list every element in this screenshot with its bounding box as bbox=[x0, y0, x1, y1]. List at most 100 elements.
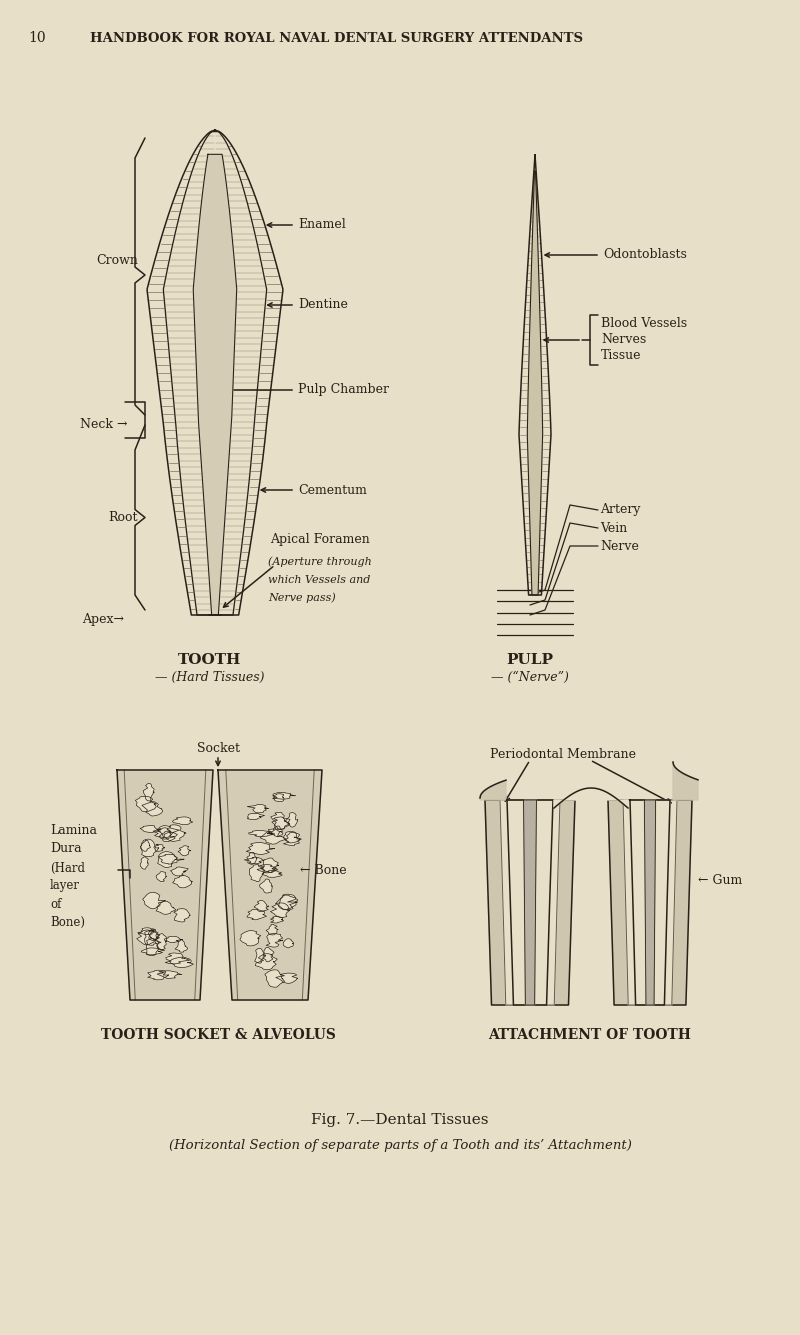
Polygon shape bbox=[141, 948, 165, 955]
Text: ATTACHMENT OF TOOTH: ATTACHMENT OF TOOTH bbox=[489, 1028, 691, 1043]
Polygon shape bbox=[519, 155, 551, 595]
Polygon shape bbox=[250, 865, 265, 881]
Polygon shape bbox=[143, 784, 154, 801]
Polygon shape bbox=[270, 826, 283, 837]
Polygon shape bbox=[178, 845, 190, 856]
Text: — (“Nerve”): — (“Nerve”) bbox=[491, 670, 569, 684]
Text: HANDBOOK FOR ROYAL NAVAL DENTAL SURGERY ATTENDANTS: HANDBOOK FOR ROYAL NAVAL DENTAL SURGERY … bbox=[90, 32, 583, 44]
Text: (Aperture through: (Aperture through bbox=[268, 557, 372, 567]
Text: (Horizontal Section of separate parts of a Tooth and its’ Attachment): (Horizontal Section of separate parts of… bbox=[169, 1139, 631, 1152]
Text: which Vessels and: which Vessels and bbox=[268, 575, 370, 585]
Text: Socket: Socket bbox=[197, 741, 239, 754]
Text: Artery: Artery bbox=[600, 503, 641, 517]
Text: Nerve: Nerve bbox=[600, 539, 639, 553]
Polygon shape bbox=[284, 832, 302, 842]
Polygon shape bbox=[480, 780, 506, 800]
Polygon shape bbox=[170, 866, 188, 876]
Polygon shape bbox=[523, 800, 537, 1005]
Text: ← Bone: ← Bone bbox=[300, 864, 346, 877]
Text: Nerves: Nerves bbox=[601, 332, 646, 346]
Polygon shape bbox=[164, 825, 186, 841]
Polygon shape bbox=[645, 800, 656, 1005]
Text: Periodontal Membrane: Periodontal Membrane bbox=[490, 749, 636, 761]
Polygon shape bbox=[276, 973, 298, 984]
Polygon shape bbox=[156, 872, 166, 881]
Polygon shape bbox=[145, 930, 161, 945]
Text: PULP: PULP bbox=[506, 653, 554, 668]
Polygon shape bbox=[247, 813, 265, 820]
Polygon shape bbox=[148, 971, 169, 980]
Text: of: of bbox=[50, 897, 62, 910]
Polygon shape bbox=[154, 844, 165, 852]
Polygon shape bbox=[630, 800, 670, 1005]
Polygon shape bbox=[263, 948, 274, 961]
Polygon shape bbox=[673, 762, 698, 800]
Polygon shape bbox=[137, 930, 154, 945]
Polygon shape bbox=[254, 948, 266, 964]
Polygon shape bbox=[163, 132, 266, 615]
Polygon shape bbox=[265, 969, 285, 988]
Polygon shape bbox=[142, 892, 165, 909]
Polygon shape bbox=[246, 852, 257, 864]
Polygon shape bbox=[262, 870, 282, 877]
Polygon shape bbox=[141, 840, 158, 857]
Polygon shape bbox=[194, 155, 237, 615]
Polygon shape bbox=[156, 901, 176, 914]
Polygon shape bbox=[623, 800, 677, 1005]
Polygon shape bbox=[266, 933, 282, 947]
Text: Blood Vessels: Blood Vessels bbox=[601, 316, 687, 330]
Polygon shape bbox=[158, 854, 184, 864]
Polygon shape bbox=[270, 916, 284, 922]
Polygon shape bbox=[166, 953, 190, 964]
Text: Pulp Chamber: Pulp Chamber bbox=[298, 383, 389, 396]
Text: (Hard: (Hard bbox=[50, 861, 85, 874]
Text: Neck →: Neck → bbox=[80, 418, 127, 431]
Polygon shape bbox=[283, 939, 294, 948]
Text: — (Hard Tissues): — (Hard Tissues) bbox=[155, 670, 265, 684]
Polygon shape bbox=[164, 936, 182, 943]
Polygon shape bbox=[117, 770, 213, 1000]
Polygon shape bbox=[158, 852, 177, 868]
Text: 10: 10 bbox=[28, 31, 46, 45]
Polygon shape bbox=[266, 924, 278, 934]
Polygon shape bbox=[500, 800, 560, 1005]
Polygon shape bbox=[142, 801, 163, 816]
Text: Apical Foramen: Apical Foramen bbox=[270, 534, 370, 546]
Polygon shape bbox=[273, 794, 284, 802]
Polygon shape bbox=[276, 894, 298, 909]
Polygon shape bbox=[273, 793, 296, 800]
Polygon shape bbox=[174, 909, 190, 922]
Polygon shape bbox=[162, 832, 175, 841]
Polygon shape bbox=[140, 825, 161, 833]
Text: Crown: Crown bbox=[96, 254, 138, 267]
Text: Fig. 7.—Dental Tissues: Fig. 7.—Dental Tissues bbox=[311, 1113, 489, 1127]
Polygon shape bbox=[261, 858, 278, 872]
Polygon shape bbox=[244, 857, 264, 864]
Polygon shape bbox=[246, 842, 274, 854]
Polygon shape bbox=[254, 901, 269, 912]
Polygon shape bbox=[218, 770, 322, 1000]
Text: Cementum: Cementum bbox=[298, 483, 367, 497]
Polygon shape bbox=[147, 129, 283, 615]
Polygon shape bbox=[141, 840, 150, 852]
Polygon shape bbox=[249, 830, 274, 837]
Polygon shape bbox=[157, 971, 182, 979]
Polygon shape bbox=[270, 813, 290, 829]
Polygon shape bbox=[170, 957, 194, 968]
Polygon shape bbox=[240, 930, 261, 947]
Polygon shape bbox=[278, 894, 298, 910]
Polygon shape bbox=[259, 878, 272, 893]
Polygon shape bbox=[608, 800, 692, 1005]
Polygon shape bbox=[135, 796, 157, 812]
Text: Dura: Dura bbox=[50, 841, 82, 854]
Text: Apex→: Apex→ bbox=[82, 614, 124, 626]
Text: Nerve pass): Nerve pass) bbox=[268, 593, 336, 603]
Polygon shape bbox=[554, 788, 628, 808]
Polygon shape bbox=[283, 833, 300, 845]
Text: Lamina: Lamina bbox=[50, 824, 97, 837]
Polygon shape bbox=[257, 865, 276, 873]
Polygon shape bbox=[157, 933, 167, 949]
Text: Vein: Vein bbox=[600, 522, 627, 534]
Polygon shape bbox=[507, 800, 553, 1005]
Polygon shape bbox=[260, 829, 286, 844]
